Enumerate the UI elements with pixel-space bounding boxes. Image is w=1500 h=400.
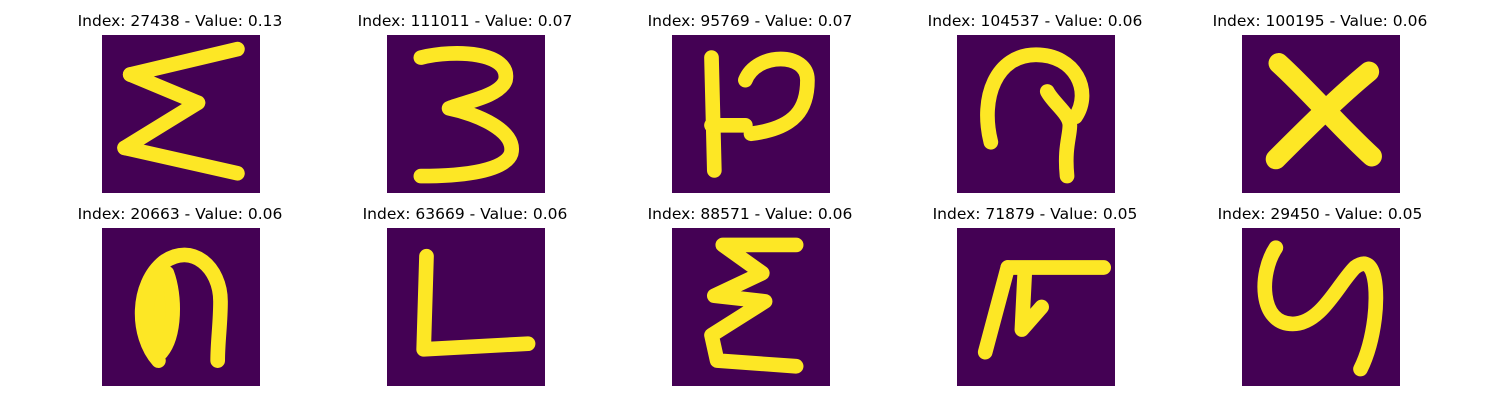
tile-title: Index: 63669 - Value: 0.06 — [362, 205, 568, 223]
tile-title: Index: 111011 - Value: 0.07 — [357, 12, 573, 30]
sample-image-pi — [957, 228, 1115, 386]
tile-title: Index: 71879 - Value: 0.05 — [932, 205, 1138, 223]
tile-title: Index: 88571 - Value: 0.06 — [647, 205, 853, 223]
sample-image-l — [387, 228, 545, 386]
sample-image-y — [1242, 228, 1400, 386]
tile-title: Index: 104537 - Value: 0.06 — [927, 12, 1143, 30]
tile-title: Index: 100195 - Value: 0.06 — [1212, 12, 1428, 30]
sample-image-n — [102, 228, 260, 386]
sample-image-three — [387, 35, 545, 193]
sample-image-p — [672, 35, 830, 193]
sample-image-epsilon — [672, 228, 830, 386]
sample-image-x — [1242, 35, 1400, 193]
tile-title: Index: 27438 - Value: 0.13 — [77, 12, 283, 30]
sample-image-hook — [957, 35, 1115, 193]
tile-title: Index: 20663 - Value: 0.06 — [77, 205, 283, 223]
tile-title: Index: 29450 - Value: 0.05 — [1217, 205, 1423, 223]
sample-image-sigma — [102, 35, 260, 193]
tile-title: Index: 95769 - Value: 0.07 — [647, 12, 853, 30]
